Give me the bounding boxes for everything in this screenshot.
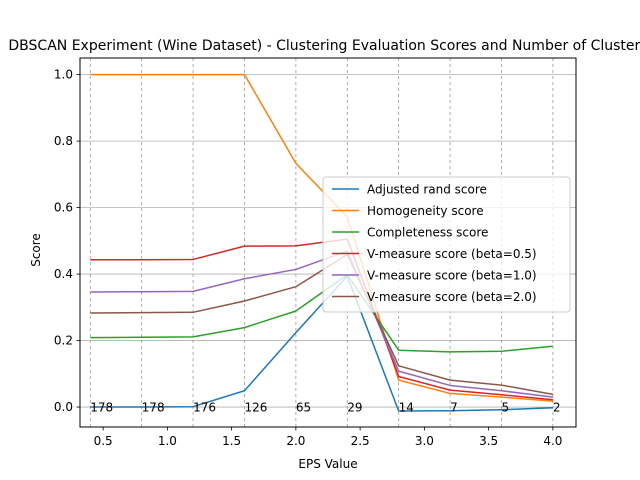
cluster-count-label: 5	[501, 401, 509, 415]
y-tick-label: 0.6	[54, 201, 73, 215]
legend-label: Homogeneity score	[367, 204, 484, 218]
x-tick-label: 2.5	[351, 434, 370, 448]
y-tick-label: 1.0	[54, 68, 73, 82]
cluster-count-label: 178	[142, 401, 165, 415]
series-line-adjusted-rand-score	[90, 275, 553, 412]
cluster-count-label: 178	[90, 401, 113, 415]
x-tick-label: 0.5	[94, 434, 113, 448]
plot-frame	[79, 57, 577, 428]
x-tick-label: 2.0	[286, 434, 305, 448]
cluster-count-label: 65	[296, 401, 311, 415]
series-layer	[90, 73, 554, 412]
cluster-count-label: 29	[347, 401, 362, 415]
legend: Adjusted rand score Homogeneity score Comp…	[322, 176, 571, 313]
series-line-homogeneity-score	[90, 73, 553, 402]
cluster-count-labels: 178 178 176 126 65 29 14 7 5 2	[90, 401, 560, 415]
cluster-count-label: 2	[553, 401, 561, 415]
x-tick-label: 1.5	[222, 434, 241, 448]
x-axis-label: EPS Value	[298, 457, 357, 471]
series-line-completeness-score	[90, 274, 553, 353]
tick-layer: 0.0 0.2 0.4 0.6 0.8 1.0 0.5 1.0 1.5 2.0 2.5 3.0 3.5 4…	[54, 68, 563, 448]
series-line-v-measure-score-beta-2-0	[90, 253, 554, 396]
x-tick-label: 3.0	[415, 434, 434, 448]
x-tick-label: 4.0	[543, 434, 562, 448]
x-tick-label: 3.5	[479, 434, 498, 448]
y-tick-label: 0.4	[54, 267, 73, 281]
x-tick-label: 1.0	[158, 434, 177, 448]
legend-label: Completeness score	[367, 226, 488, 240]
legend-label: V-measure score (beta=0.5)	[367, 247, 537, 261]
legend-label: V-measure score (beta=2.0)	[367, 290, 537, 304]
cluster-count-label: 126	[244, 401, 267, 415]
cluster-count-label: 14	[399, 401, 414, 415]
legend-label: Adjusted rand score	[367, 183, 487, 197]
series-line-v-measure-score-beta-1-0	[90, 250, 553, 398]
cluster-marker-lines	[89, 58, 554, 427]
chart-title: DBSCAN Experiment (Wine Dataset) - Clust…	[8, 38, 640, 54]
legend-label: V-measure score (beta=1.0)	[367, 269, 537, 283]
legend-box	[322, 176, 571, 313]
cluster-count-label: 7	[450, 401, 458, 415]
y-tick-label: 0.8	[54, 134, 73, 148]
y-axis-label: Score	[29, 233, 43, 267]
y-tick-label: 0.0	[54, 400, 73, 414]
series-line-v-measure-score-beta-0-5	[90, 238, 553, 401]
y-tick-label: 0.2	[54, 334, 73, 348]
cluster-count-label: 176	[193, 401, 216, 415]
